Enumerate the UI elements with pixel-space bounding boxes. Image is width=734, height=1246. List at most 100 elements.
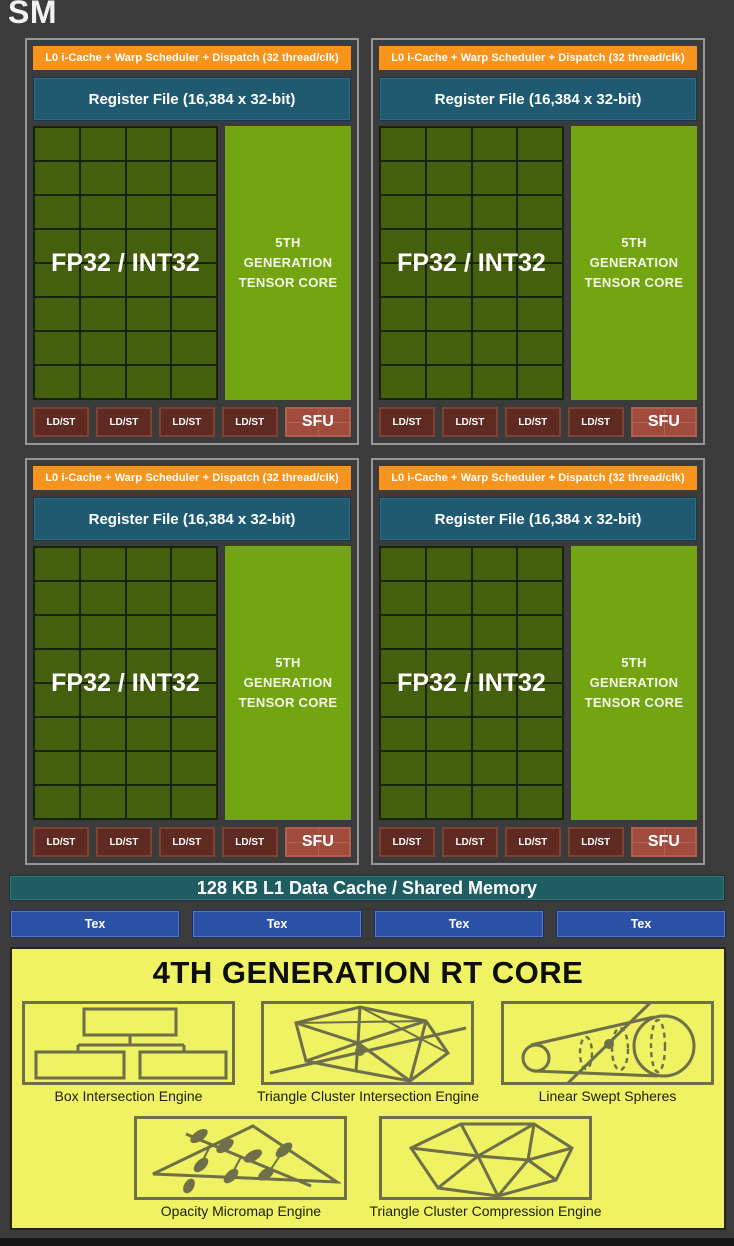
sm-partition: L0 i-Cache + Warp Scheduler + Dispatch (… — [25, 38, 359, 445]
register-file-bar: Register File (16,384 x 32-bit) — [379, 497, 697, 541]
fp32-int32-grid: FP32 / INT32 — [379, 546, 564, 820]
fp32-int32-cell — [80, 332, 125, 364]
fp32-int32-cell — [518, 718, 562, 750]
fp32-int32-cell — [518, 162, 562, 194]
tensor-core-line: TENSOR CORE — [584, 275, 684, 291]
fp32-int32-cell — [126, 298, 171, 330]
rt-engine-box — [261, 1001, 475, 1085]
fp32-int32-cell — [426, 718, 471, 750]
ldst-unit: LD/ST — [221, 827, 278, 857]
fp32-int32-cell — [172, 582, 216, 614]
fp32-int32-cell — [381, 264, 425, 296]
warp-scheduler-bar: L0 i-Cache + Warp Scheduler + Dispatch (… — [379, 46, 697, 70]
fp32-int32-cell — [35, 298, 79, 330]
fp32-int32-cell — [426, 650, 471, 682]
fp32-int32-cell — [172, 752, 216, 784]
ldst-unit: LD/ST — [379, 407, 435, 437]
fp32-int32-cell — [381, 582, 425, 614]
fp32-int32-label: FP32 / INT32 — [397, 668, 546, 697]
tensor-core-line: 5TH — [621, 234, 647, 250]
fp32-int32-cell — [426, 548, 471, 580]
fp32-int32-cell — [80, 684, 125, 716]
ldst-unit: LD/ST — [379, 827, 435, 857]
rt-engine: Triangle Cluster Intersection Engine — [257, 1001, 479, 1104]
rt-engine-caption: Box Intersection Engine — [54, 1088, 203, 1104]
fp32-int32-grid: FP32 / INT32 — [379, 126, 564, 400]
rt-engine-box — [21, 1001, 235, 1085]
fp32-int32-cell — [472, 332, 517, 364]
fp32-int32-cell — [172, 684, 216, 716]
fp32-int32-cell — [472, 786, 517, 818]
tensor-core-line: TENSOR CORE — [584, 695, 684, 711]
fp32-int32-cell — [35, 582, 79, 614]
fp32-int32-cell — [126, 616, 171, 648]
rt-core-block: 4TH GENERATION RT CORE Box Intersection … — [10, 947, 726, 1230]
rt-engine: Box Intersection Engine — [21, 1001, 235, 1104]
tensor-core-block: 5TH GENERATION TENSOR CORE — [225, 546, 351, 820]
ldst-unit: LD/ST — [95, 407, 152, 437]
fp32-int32-cell — [472, 650, 517, 682]
fp32-int32-cell — [35, 786, 79, 818]
tensor-core-line: 5TH — [621, 654, 647, 670]
fp32-int32-cell — [80, 230, 125, 262]
fp32-int32-cell — [126, 548, 171, 580]
fp32-int32-cell — [518, 786, 562, 818]
sm-partitions-grid: L0 i-Cache + Warp Scheduler + Dispatch (… — [25, 38, 705, 865]
partition-core-area: FP32 / INT32 5TH GENERATION TENSOR CORE — [33, 546, 351, 820]
register-file-bar: Register File (16,384 x 32-bit) — [33, 497, 351, 541]
box-hierarchy-icon — [34, 1007, 228, 1080]
fp32-int32-cell — [80, 786, 125, 818]
fp32-int32-cell — [126, 786, 171, 818]
partition-core-area: FP32 / INT32 5TH GENERATION TENSOR CORE — [379, 546, 697, 820]
fp32-int32-cell — [426, 582, 471, 614]
fp32-int32-cell — [172, 298, 216, 330]
fp32-int32-cell — [518, 196, 562, 228]
warp-scheduler-bar: L0 i-Cache + Warp Scheduler + Dispatch (… — [33, 466, 351, 490]
fp32-int32-cell — [472, 616, 517, 648]
fp32-int32-cell — [80, 752, 125, 784]
rt-engine-caption: Linear Swept Spheres — [538, 1088, 677, 1104]
rt-engine: Opacity Micromap Engine — [134, 1116, 348, 1219]
fp32-int32-cell — [426, 752, 471, 784]
fp32-int32-cell — [381, 548, 425, 580]
fp32-int32-cell — [426, 128, 471, 160]
fp32-int32-cell — [518, 128, 562, 160]
fp32-int32-cell — [472, 548, 517, 580]
sfu-unit: SFU — [284, 827, 351, 857]
fp32-int32-cell — [381, 718, 425, 750]
exec-units-row: LD/ST LD/ST LD/ST LD/ST SFU — [379, 827, 697, 857]
fp32-int32-cell — [126, 332, 171, 364]
register-file-bar: Register File (16,384 x 32-bit) — [379, 77, 697, 121]
tensor-core-line: 5TH — [275, 654, 301, 670]
tensor-core-block: 5TH GENERATION TENSOR CORE — [571, 126, 697, 400]
fp32-int32-cell — [381, 332, 425, 364]
exec-units-row: LD/ST LD/ST LD/ST LD/ST SFU — [379, 407, 697, 437]
fp32-int32-cell — [518, 582, 562, 614]
rt-engines-row-1: Box Intersection Engine Triangle Cluster… — [12, 1001, 724, 1104]
bottom-strip — [0, 1238, 734, 1246]
tex-units-row: Tex Tex Tex Tex — [10, 910, 726, 938]
fp32-int32-cell — [518, 298, 562, 330]
page-title: SM — [8, 0, 57, 30]
ldst-unit: LD/ST — [158, 407, 215, 437]
sfu-unit: SFU — [630, 407, 697, 437]
fp32-int32-cell — [172, 162, 216, 194]
fp32-int32-cell — [126, 162, 171, 194]
fp32-int32-cell — [472, 230, 517, 262]
fp32-int32-cell — [381, 366, 425, 398]
ldst-unit: LD/ST — [504, 407, 561, 437]
tex-unit: Tex — [556, 910, 726, 938]
fp32-int32-cell — [35, 366, 79, 398]
fp32-int32-cell — [126, 128, 171, 160]
ldst-unit: LD/ST — [221, 407, 278, 437]
sm-partition: L0 i-Cache + Warp Scheduler + Dispatch (… — [25, 458, 359, 865]
fp32-int32-cell — [172, 332, 216, 364]
fp32-int32-cell — [80, 616, 125, 648]
exec-units-row: LD/ST LD/ST LD/ST LD/ST SFU — [33, 407, 351, 437]
fp32-int32-cell — [426, 230, 471, 262]
fp32-int32-label: FP32 / INT32 — [51, 668, 200, 697]
fp32-int32-cell — [381, 684, 425, 716]
tex-unit: Tex — [10, 910, 180, 938]
fp32-int32-cell — [80, 548, 125, 580]
fp32-int32-cell — [35, 684, 79, 716]
